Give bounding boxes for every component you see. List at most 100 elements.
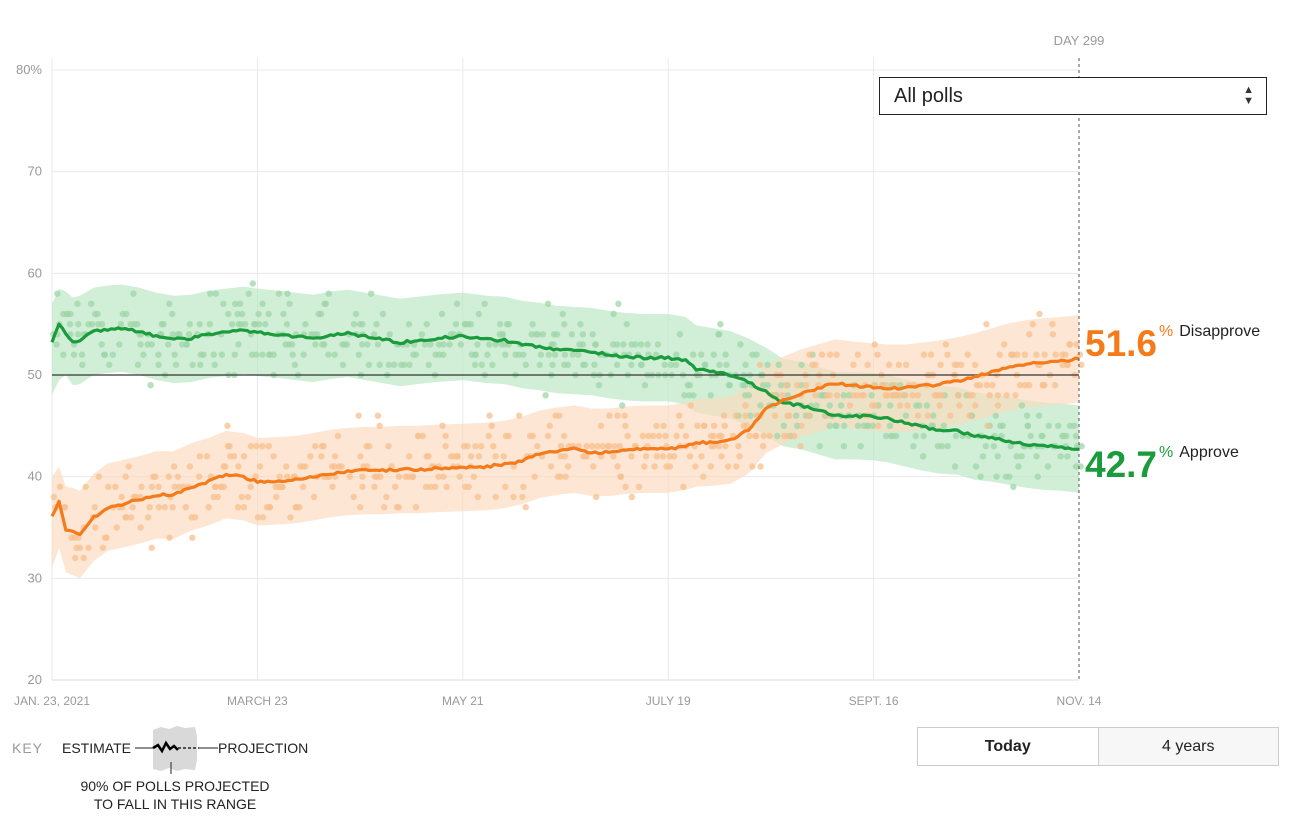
range-option-today[interactable]: Today	[918, 728, 1099, 765]
approve-poll-dot	[686, 382, 693, 389]
approve-poll-dot	[661, 361, 668, 368]
disapprove-poll-dot	[238, 493, 245, 501]
disapprove-poll-dot	[478, 443, 485, 450]
disapprove-poll-dot	[883, 382, 890, 389]
poll-filter-select[interactable]: All polls ▲ ▼	[879, 77, 1267, 115]
approve-poll-dot	[780, 422, 787, 429]
approve-poll-dot	[300, 351, 307, 358]
approve-poll-dot	[833, 422, 840, 429]
disapprove-poll-dot	[707, 463, 714, 470]
disapprove-poll-dot	[597, 422, 605, 429]
approve-poll-dot	[742, 361, 749, 368]
approve-poll-dot	[210, 351, 217, 358]
approve-poll-dot	[1010, 483, 1017, 490]
disapprove-poll-dot	[85, 544, 92, 551]
approve-poll-dot	[496, 321, 504, 328]
approve-poll-dot	[550, 341, 557, 348]
disapprove-poll-dot	[771, 412, 779, 419]
disapprove-poll-dot	[155, 483, 162, 490]
disapprove-poll-dot	[969, 392, 976, 399]
disapprove-poll-dot	[964, 351, 971, 358]
disapprove-poll-dot	[874, 351, 881, 358]
approve-poll-dot	[325, 351, 332, 358]
approve-poll-dot	[979, 453, 987, 460]
approve-poll-dot	[386, 331, 393, 338]
disapprove-poll-dot	[422, 483, 430, 490]
disapprove-poll-dot	[766, 432, 773, 440]
disapprove-poll-dot	[240, 453, 248, 460]
disapprove-poll-dot	[492, 453, 499, 460]
approve-poll-dot	[549, 361, 556, 368]
approve-poll-dot	[919, 453, 927, 460]
disapprove-poll-dot	[392, 483, 399, 490]
disapprove-poll-dot	[715, 443, 723, 450]
disapprove-poll-dot	[359, 473, 366, 480]
approve-poll-dot	[869, 422, 876, 429]
disapprove-poll-dot	[1014, 351, 1021, 358]
disapprove-poll-dot	[56, 483, 64, 490]
disapprove-poll-dot	[443, 483, 450, 490]
approve-poll-dot	[886, 402, 894, 409]
approve-poll-dot	[502, 351, 509, 358]
disapprove-poll-dot	[439, 422, 446, 429]
disapprove-poll-dot	[802, 382, 810, 389]
approve-poll-dot	[816, 443, 823, 450]
disapprove-poll-dot	[165, 473, 172, 480]
approve-poll-dot	[489, 361, 496, 368]
disapprove-poll-dot	[82, 483, 89, 490]
approve-poll-dot	[155, 361, 162, 368]
approve-poll-dot	[575, 351, 582, 358]
approve-poll-dot	[211, 361, 218, 368]
disapprove-poll-dot	[186, 463, 194, 470]
approve-poll-dot	[117, 321, 125, 328]
approve-poll-dot	[1013, 453, 1020, 460]
disapprove-poll-dot	[660, 422, 667, 429]
disapprove-poll-dot	[782, 382, 790, 389]
disapprove-poll-dot	[318, 453, 325, 460]
approve-poll-dot	[553, 331, 561, 338]
disapprove-poll-dot	[871, 341, 878, 348]
disapprove-poll-dot	[662, 432, 669, 440]
approve-poll-dot	[88, 300, 95, 307]
approve-poll-dot	[707, 392, 714, 399]
approve-poll-dot	[716, 361, 723, 368]
x-tick-label: MARCH 23	[227, 694, 288, 708]
x-tick-label: NOV. 14	[1057, 694, 1102, 708]
disapprove-poll-dot	[76, 544, 84, 551]
key-projection-label: PROJECTION	[218, 740, 309, 756]
approve-poll-dot	[568, 331, 576, 338]
approve-poll-dot	[189, 361, 196, 368]
disapprove-poll-dot	[736, 453, 743, 460]
disapprove-poll-dot	[812, 361, 819, 368]
disapprove-poll-dot	[75, 534, 82, 541]
disapprove-poll-dot	[395, 473, 403, 480]
disapprove-poll-dot	[500, 453, 507, 460]
approve-poll-dot	[265, 310, 272, 318]
approve-poll-dot	[1035, 412, 1043, 419]
approve-poll-dot	[249, 280, 256, 287]
approve-poll-dot	[196, 321, 203, 328]
x-tick-label: SEPT. 16	[849, 694, 899, 708]
disapprove-poll-dot	[256, 463, 264, 470]
disapprove-poll-dot	[914, 412, 922, 419]
approve-poll-dot	[197, 361, 204, 368]
approve-poll-dot	[109, 351, 117, 358]
disapprove-poll-dot	[833, 392, 841, 399]
disapprove-poll-dot	[650, 432, 657, 440]
range-option-4-years[interactable]: 4 years	[1098, 728, 1278, 765]
disapprove-poll-dot	[170, 463, 178, 470]
approve-poll-dot	[331, 351, 338, 358]
disapprove-poll-dot	[653, 422, 660, 429]
approve-poll-dot	[74, 331, 82, 338]
approve-poll-dot	[174, 331, 182, 338]
disapprove-poll-dot	[678, 422, 685, 429]
approve-poll-dot	[520, 351, 527, 358]
disapprove-poll-dot	[966, 412, 973, 419]
approve-poll-dot	[854, 422, 862, 429]
approve-poll-dot	[67, 310, 74, 318]
approve-poll-dot	[101, 351, 108, 358]
approve-poll-dot	[352, 310, 360, 318]
approve-poll-dot	[577, 321, 584, 328]
disapprove-poll-dot	[920, 351, 928, 358]
disapprove-poll-dot	[885, 361, 893, 368]
